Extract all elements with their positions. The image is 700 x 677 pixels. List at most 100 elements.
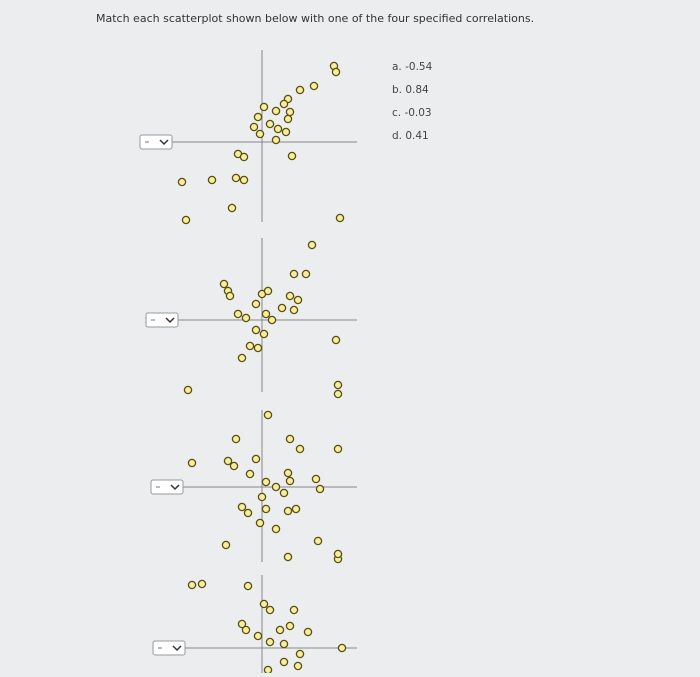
scatter-point <box>253 112 263 122</box>
scatter-point <box>181 215 191 225</box>
scatter-point <box>293 661 303 671</box>
scatter-point <box>223 456 233 466</box>
dropdown[interactable] <box>152 640 186 656</box>
scatter-point <box>233 309 243 319</box>
scatter-point <box>207 175 217 185</box>
scatter-point <box>271 524 281 534</box>
scatter-point <box>311 474 321 484</box>
scatter-point <box>331 67 341 77</box>
scatter-point <box>271 482 281 492</box>
scatter-point <box>285 621 295 631</box>
scatter-point <box>285 434 295 444</box>
dropdown-chevron <box>172 645 182 652</box>
scatter-point <box>271 106 281 116</box>
scatter-point <box>287 151 297 161</box>
scatter-point <box>261 477 271 487</box>
scatter-point <box>257 492 267 502</box>
scatter-point <box>279 657 289 667</box>
scatter-point <box>225 291 235 301</box>
scatter-point <box>285 291 295 301</box>
option-label: c. -0.03 <box>392 107 432 119</box>
scatter-point <box>313 536 323 546</box>
scatter-point <box>333 444 343 454</box>
scatter-point <box>263 286 273 296</box>
scatter-point <box>259 329 269 339</box>
scatter-point <box>229 461 239 471</box>
dropdown[interactable] <box>150 479 184 495</box>
scatter-point <box>331 335 341 345</box>
question: Match each scatterplot shown below with … <box>96 12 534 25</box>
scatter-point <box>251 454 261 464</box>
dropdown-chevron <box>159 139 169 146</box>
scatter-point <box>279 639 289 649</box>
scatter-point <box>333 549 343 559</box>
scatter-point <box>263 410 273 420</box>
scatter-point <box>177 177 187 187</box>
scatter-point <box>241 313 251 323</box>
option-label: d. 0.41 <box>392 130 429 142</box>
scatter-point <box>275 625 285 635</box>
scatter-point <box>183 385 193 395</box>
scatter-point <box>291 504 301 514</box>
scatter-point <box>249 122 259 132</box>
scatter-point <box>265 637 275 647</box>
scatter-point <box>243 508 253 518</box>
dropdown[interactable] <box>145 312 179 328</box>
scatter-point <box>253 631 263 641</box>
scatter-point <box>239 175 249 185</box>
scatter-point <box>219 279 229 289</box>
scatter-point <box>221 540 231 550</box>
scatter-point <box>289 305 299 315</box>
scatter-point <box>293 295 303 305</box>
scatter-point <box>283 114 293 124</box>
scatter-point <box>267 315 277 325</box>
scatter-point <box>337 643 347 653</box>
scatter-point <box>265 605 275 615</box>
scatter-point <box>285 476 295 486</box>
scatter-point <box>241 625 251 635</box>
scatter-point <box>335 213 345 223</box>
scatter-point <box>283 468 293 478</box>
scatter-point <box>237 502 247 512</box>
scatter-point <box>285 107 295 117</box>
scatter-point <box>231 434 241 444</box>
scatter-point <box>243 581 253 591</box>
scatter-point <box>197 579 207 589</box>
scatter-point <box>187 458 197 468</box>
scatter-point <box>303 627 313 637</box>
scatter-point <box>309 81 319 91</box>
scatter-point <box>279 488 289 498</box>
scatter-point <box>295 649 305 659</box>
scatter-point <box>251 325 261 335</box>
scatter-point <box>295 444 305 454</box>
scatter-point <box>277 303 287 313</box>
scatter-point <box>265 119 275 129</box>
option-label: a. -0.54 <box>392 61 433 73</box>
scatter-point <box>271 135 281 145</box>
dropdown-chevron <box>170 484 180 491</box>
scatter-point <box>289 605 299 615</box>
option-label: b. 0.84 <box>392 84 429 96</box>
scatter-point <box>261 504 271 514</box>
scatter-point <box>307 240 317 250</box>
scatter-point <box>333 380 343 390</box>
scatter-point <box>289 269 299 279</box>
scatter-point <box>245 469 255 479</box>
scatter-point <box>187 580 197 590</box>
scatter-point <box>283 552 293 562</box>
scatter-point <box>245 341 255 351</box>
dropdown-chevron <box>165 317 175 324</box>
scatter-point <box>295 85 305 95</box>
scatter-point <box>253 343 263 353</box>
scatter-point <box>251 299 261 309</box>
dropdown[interactable] <box>139 134 173 150</box>
scatter-point <box>279 99 289 109</box>
scatter-point <box>227 203 237 213</box>
scatter-point <box>315 484 325 494</box>
scatter-point <box>237 619 247 629</box>
scatter-point <box>259 102 269 112</box>
scatter-point <box>261 309 271 319</box>
scatter-point <box>255 129 265 139</box>
